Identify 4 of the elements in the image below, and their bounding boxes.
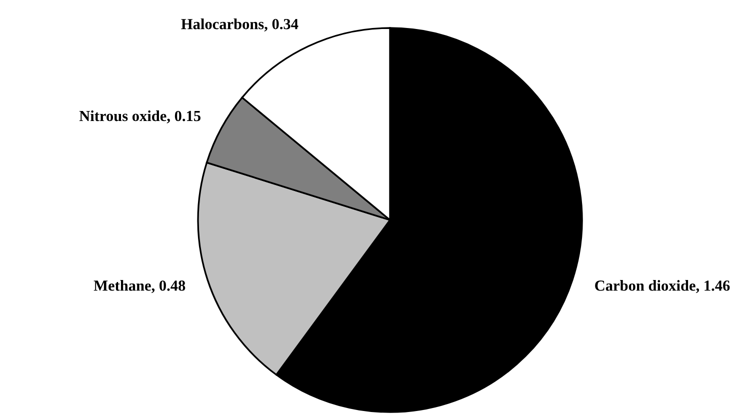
slice-label: Nitrous oxide, 0.15 bbox=[79, 110, 200, 124]
slice-label: Methane, 0.48 bbox=[94, 280, 186, 294]
slice-label: Halocarbons, 0.34 bbox=[181, 18, 298, 32]
slice-label: Carbon dioxide, 1.46 bbox=[595, 280, 730, 294]
